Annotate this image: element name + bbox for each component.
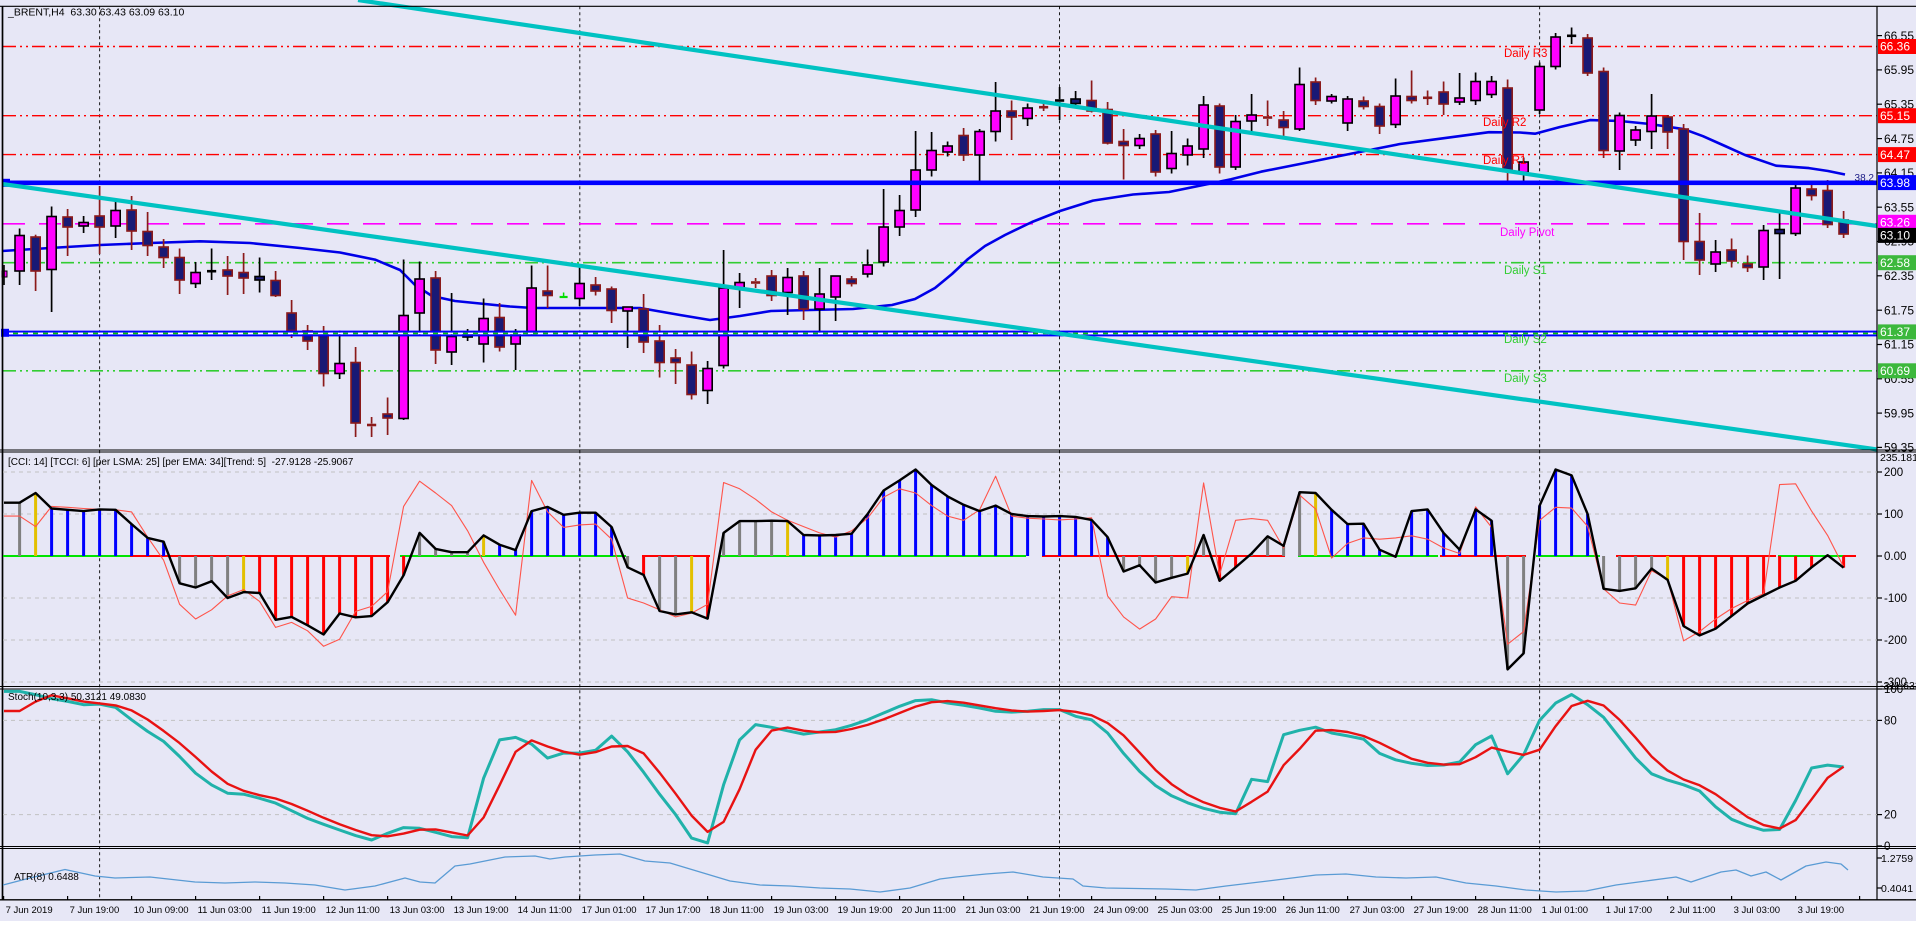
svg-text:Daily Pivot: Daily Pivot: [1500, 227, 1555, 239]
svg-text:-100: -100: [1884, 593, 1907, 605]
svg-text:1 Jul 17:00: 1 Jul 17:00: [1606, 905, 1652, 916]
svg-text:61.15: 61.15: [1884, 338, 1914, 352]
svg-text:27 Jun 19:00: 27 Jun 19:00: [1414, 905, 1469, 916]
svg-text:100: 100: [1884, 509, 1903, 521]
svg-text:3 Jul 19:00: 3 Jul 19:00: [1798, 905, 1844, 916]
svg-text:63.55: 63.55: [1884, 200, 1914, 214]
svg-text:60.69: 60.69: [1880, 364, 1910, 378]
svg-text:13 Jun 19:00: 13 Jun 19:00: [454, 905, 509, 916]
svg-text:3 Jul 03:00: 3 Jul 03:00: [1734, 905, 1780, 916]
svg-text:27 Jun 03:00: 27 Jun 03:00: [1350, 905, 1405, 916]
svg-text:Daily S1: Daily S1: [1504, 265, 1547, 277]
svg-text:10 Jun 09:00: 10 Jun 09:00: [134, 905, 189, 916]
svg-text:11 Jun 19:00: 11 Jun 19:00: [262, 905, 316, 916]
svg-text:Daily R1: Daily R1: [1483, 155, 1526, 167]
svg-text:59.35: 59.35: [1884, 441, 1914, 455]
svg-text:64.47: 64.47: [1880, 148, 1910, 162]
svg-text:Daily S2: Daily S2: [1504, 334, 1547, 346]
svg-text:ATR(8) 0.6488: ATR(8) 0.6488: [14, 872, 79, 883]
svg-text:0.00: 0.00: [1884, 551, 1906, 563]
svg-text:1.2759: 1.2759: [1881, 853, 1913, 865]
svg-text:[CCI: 14] [TCCI: 6] [per LSMA:: [CCI: 14] [TCCI: 6] [per LSMA: 25] [per …: [8, 457, 354, 468]
svg-text:200: 200: [1884, 467, 1903, 479]
svg-text:65.95: 65.95: [1884, 63, 1914, 77]
svg-text:25 Jun 03:00: 25 Jun 03:00: [1158, 905, 1213, 916]
svg-text:63.26: 63.26: [1880, 216, 1910, 230]
svg-text:63.98: 63.98: [1880, 176, 1910, 190]
svg-text:38.2: 38.2: [1855, 173, 1875, 184]
svg-text:62.58: 62.58: [1880, 256, 1910, 270]
svg-text:59.95: 59.95: [1884, 406, 1914, 420]
svg-text:17 Jun 17:00: 17 Jun 17:00: [646, 905, 701, 916]
svg-text:2 Jul 11:00: 2 Jul 11:00: [1670, 905, 1716, 916]
svg-text:1 Jul 01:00: 1 Jul 01:00: [1542, 905, 1588, 916]
svg-text:-300: -300: [1884, 677, 1907, 689]
svg-text:-311.633: -311.633: [1880, 680, 1916, 692]
svg-text:0.4041: 0.4041: [1881, 883, 1913, 895]
svg-text:7 Jun 19:00: 7 Jun 19:00: [70, 905, 120, 916]
svg-text:13 Jun 03:00: 13 Jun 03:00: [390, 905, 445, 916]
svg-text:80: 80: [1884, 715, 1897, 727]
svg-text:Stoch(10,3,3) 50.3121 49.0830: Stoch(10,3,3) 50.3121 49.0830: [8, 692, 146, 703]
svg-text:18 Jun 11:00: 18 Jun 11:00: [710, 905, 764, 916]
svg-text:24 Jun 09:00: 24 Jun 09:00: [1094, 905, 1149, 916]
svg-text:Daily R3: Daily R3: [1504, 48, 1547, 60]
svg-text:63.10: 63.10: [1880, 229, 1910, 243]
svg-text:0: 0: [1884, 841, 1890, 853]
svg-text:235.1819: 235.1819: [1880, 452, 1916, 464]
svg-text:65.15: 65.15: [1880, 109, 1910, 123]
svg-text:66.36: 66.36: [1880, 40, 1910, 54]
svg-text:28 Jun 11:00: 28 Jun 11:00: [1478, 905, 1532, 916]
svg-text:19 Jun 03:00: 19 Jun 03:00: [774, 905, 829, 916]
svg-text:Daily S3: Daily S3: [1504, 373, 1547, 385]
svg-text:61.75: 61.75: [1884, 303, 1914, 317]
svg-text:65.35: 65.35: [1884, 97, 1914, 111]
svg-text:-200: -200: [1884, 635, 1907, 647]
svg-text:_BRENT,H4 63.30 63.43 63.09 6: _BRENT,H4 63.30 63.43 63.09 63.10: [7, 7, 184, 19]
svg-text:100: 100: [1884, 684, 1903, 696]
svg-text:17 Jun 01:00: 17 Jun 01:00: [582, 905, 637, 916]
svg-text:26 Jun 11:00: 26 Jun 11:00: [1286, 905, 1340, 916]
svg-text:20 Jun 11:00: 20 Jun 11:00: [902, 905, 956, 916]
svg-text:14 Jun 11:00: 14 Jun 11:00: [518, 905, 572, 916]
svg-text:7 Jun 2019: 7 Jun 2019: [6, 905, 53, 916]
svg-text:12 Jun 11:00: 12 Jun 11:00: [326, 905, 380, 916]
svg-text:20: 20: [1884, 810, 1897, 822]
svg-text:62.35: 62.35: [1884, 269, 1914, 283]
svg-text:11 Jun 03:00: 11 Jun 03:00: [198, 905, 252, 916]
svg-text:Daily R2: Daily R2: [1483, 117, 1526, 129]
svg-text:64.75: 64.75: [1884, 132, 1914, 146]
svg-text:61.37: 61.37: [1880, 325, 1910, 339]
svg-text:25 Jun 19:00: 25 Jun 19:00: [1222, 905, 1277, 916]
svg-text:21 Jun 19:00: 21 Jun 19:00: [1030, 905, 1085, 916]
svg-text:21 Jun 03:00: 21 Jun 03:00: [966, 905, 1021, 916]
svg-text:19 Jun 19:00: 19 Jun 19:00: [838, 905, 893, 916]
